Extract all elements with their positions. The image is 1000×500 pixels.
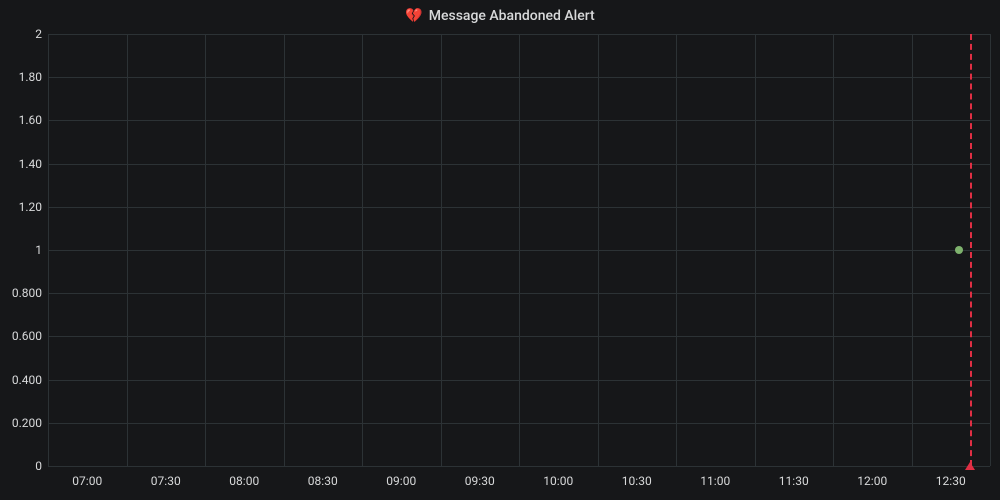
- chart-title: Message Abandoned Alert: [429, 8, 595, 24]
- x-gridline: [362, 34, 363, 466]
- x-axis-label: 11:00: [700, 474, 730, 488]
- x-axis-label: 08:00: [229, 474, 259, 488]
- y-axis-label: 1: [4, 243, 42, 257]
- y-axis-label: 0.200: [4, 416, 42, 430]
- x-axis-label: 09:30: [465, 474, 495, 488]
- y-axis-label: 1.80: [4, 70, 42, 84]
- x-axis-label: 07:30: [151, 474, 181, 488]
- alert-marker-icon: [965, 462, 975, 470]
- y-axis-label: 2: [4, 27, 42, 41]
- x-gridline: [284, 34, 285, 466]
- y-axis-label: 0: [4, 459, 42, 473]
- x-axis-line: [48, 466, 990, 467]
- x-axis-label: 11:30: [779, 474, 809, 488]
- x-gridline: [676, 34, 677, 466]
- x-gridline: [127, 34, 128, 466]
- x-gridline: [205, 34, 206, 466]
- x-gridline: [755, 34, 756, 466]
- y-axis-label: 1.40: [4, 157, 42, 171]
- broken-heart-icon: 💔: [405, 8, 422, 24]
- x-gridline: [990, 34, 991, 466]
- alert-annotation-line: [970, 34, 972, 466]
- y-axis-label: 1.60: [4, 113, 42, 127]
- x-axis-label: 10:00: [543, 474, 573, 488]
- data-point: [955, 246, 963, 254]
- y-axis-label: 0.800: [4, 286, 42, 300]
- y-axis-label: 0.400: [4, 373, 42, 387]
- plot-area: 00.2000.4000.6000.80011.201.401.601.8020…: [48, 34, 990, 466]
- y-axis-label: 0.600: [4, 329, 42, 343]
- x-gridline: [833, 34, 834, 466]
- x-axis-label: 12:30: [936, 474, 966, 488]
- x-axis-label: 08:30: [308, 474, 338, 488]
- y-axis-line: [48, 34, 49, 466]
- x-axis-label: 10:30: [622, 474, 652, 488]
- x-gridline: [441, 34, 442, 466]
- chart-title-row: 💔 Message Abandoned Alert: [0, 8, 1000, 24]
- y-axis-label: 1.20: [4, 200, 42, 214]
- x-gridline: [598, 34, 599, 466]
- x-axis-label: 07:00: [72, 474, 102, 488]
- chart-panel: 💔Message Abandoned Alert 00.2000.4000.60…: [0, 0, 1000, 500]
- x-axis-label: 09:00: [386, 474, 416, 488]
- x-gridline: [519, 34, 520, 466]
- x-gridline: [912, 34, 913, 466]
- x-axis-label: 12:00: [857, 474, 887, 488]
